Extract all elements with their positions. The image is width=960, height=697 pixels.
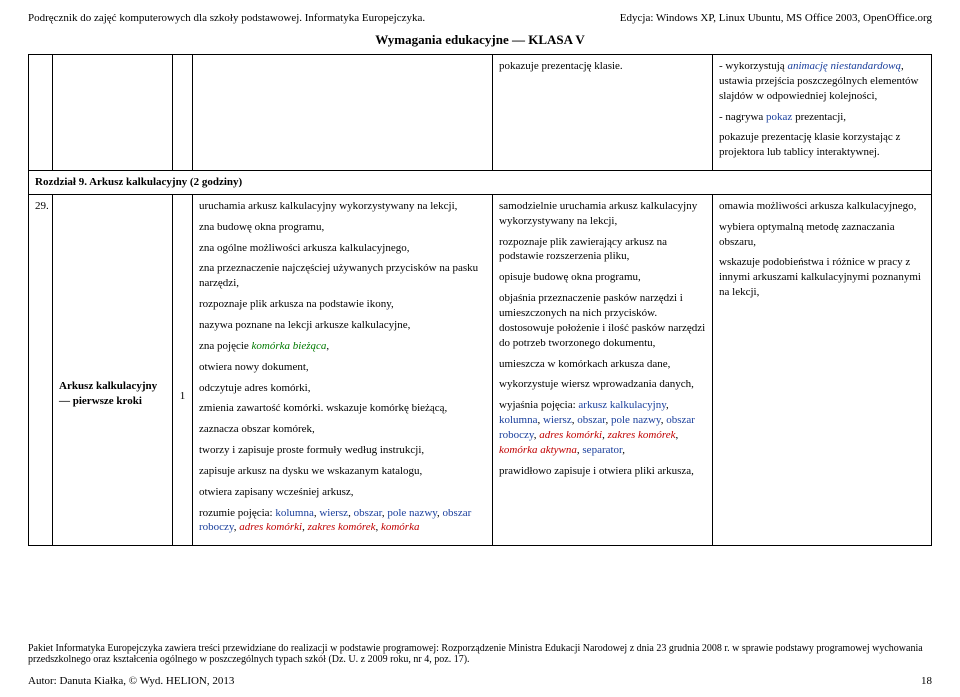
header-left: Podręcznik do zajęć komputerowych dla sz…	[28, 12, 425, 24]
cell-level-e: samodzielnie uruchamia arkusz kalkulacyj…	[493, 194, 713, 545]
page-number: 18	[921, 675, 932, 687]
running-header: Podręcznik do zajęć komputerowych dla sz…	[28, 12, 932, 24]
page-title: Wymagania edukacyjne — KLASA V	[28, 32, 932, 48]
footer-author: Autor: Danuta Kiałka, © Wyd. HELION, 201…	[28, 675, 234, 687]
table-row: pokazuje prezentację klasie. - wykorzyst…	[29, 55, 932, 171]
section-row: Rozdział 9. Arkusz kalkulacyjny (2 godzi…	[29, 171, 932, 195]
header-right: Edycja: Windows XP, Linux Ubuntu, MS Off…	[620, 12, 932, 24]
table-row: 29. Arkusz kalkulacyjny — pierwsze kroki…	[29, 194, 932, 545]
cell-topic	[53, 55, 173, 171]
cell-level-e: pokazuje prezentację klasie.	[493, 55, 713, 171]
cell-level-f: omawia możliwości arkusza kalkulacyjnego…	[713, 194, 932, 545]
section-label: Rozdział 9. Arkusz kalkulacyjny (2 godzi…	[29, 171, 932, 195]
requirements-table: pokazuje prezentację klasie. - wykorzyst…	[28, 54, 932, 546]
cell-level-d	[193, 55, 493, 171]
cell-hours: 1	[173, 194, 193, 545]
footer: Pakiet Informatyka Europejczyka zawiera …	[28, 643, 932, 687]
cell-level-f: - wykorzystują animację niestandardową, …	[713, 55, 932, 171]
cell-hours	[173, 55, 193, 171]
cell-topic: Arkusz kalkulacyjny — pierwsze kroki	[53, 194, 173, 545]
cell-level-d: uruchamia arkusz kalkulacyjny wykorzysty…	[193, 194, 493, 545]
cell-num	[29, 55, 53, 171]
footer-note: Pakiet Informatyka Europejczyka zawiera …	[28, 643, 932, 665]
cell-num: 29.	[29, 194, 53, 545]
